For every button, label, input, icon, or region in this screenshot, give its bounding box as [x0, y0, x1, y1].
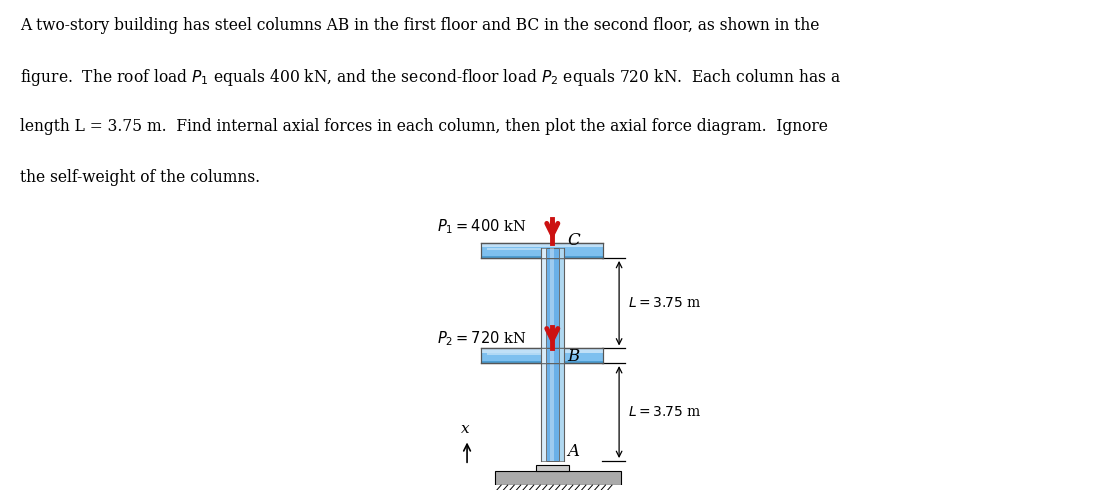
Bar	[481, 348, 604, 352]
Bar	[488, 247, 555, 250]
Bar	[550, 247, 555, 258]
Bar	[546, 258, 559, 348]
Text: $L = 3.75$ m: $L = 3.75$ m	[628, 405, 702, 419]
Bar	[481, 362, 604, 363]
Text: the self-weight of the columns.: the self-weight of the columns.	[20, 169, 260, 186]
Bar	[488, 353, 555, 355]
Bar	[541, 247, 546, 258]
Bar	[496, 471, 620, 485]
Bar	[546, 363, 559, 461]
Text: A two-story building has steel columns AB in the first floor and BC in the secon: A two-story building has steel columns A…	[20, 17, 819, 34]
Text: x: x	[461, 422, 470, 436]
Bar	[481, 256, 604, 258]
Text: C: C	[567, 232, 580, 249]
Bar	[550, 363, 555, 461]
Bar	[546, 348, 559, 363]
Text: $P_1 = 400$ kN: $P_1 = 400$ kN	[437, 217, 527, 236]
Bar	[559, 247, 564, 258]
Text: $L = 3.75$ m: $L = 3.75$ m	[628, 296, 702, 310]
Bar	[550, 258, 555, 348]
Bar	[541, 363, 546, 461]
Bar	[481, 348, 604, 363]
Text: B: B	[567, 348, 579, 365]
Bar	[559, 258, 564, 348]
Text: A: A	[567, 442, 579, 460]
Bar	[550, 348, 555, 363]
Bar	[536, 465, 569, 471]
Bar	[559, 363, 564, 461]
Bar	[559, 348, 564, 363]
Bar	[481, 243, 604, 247]
Bar	[481, 243, 604, 258]
Bar	[541, 258, 546, 348]
Bar	[546, 247, 559, 258]
Text: figure.  The roof load $P_1$ equals 400 kN, and the second-floor load $P_2$ equa: figure. The roof load $P_1$ equals 400 k…	[20, 68, 841, 88]
Bar	[541, 348, 546, 363]
Text: $P_2 = 720$ kN: $P_2 = 720$ kN	[437, 329, 527, 348]
Text: length L = 3.75 m.  Find internal axial forces in each column, then plot the axi: length L = 3.75 m. Find internal axial f…	[20, 118, 828, 135]
